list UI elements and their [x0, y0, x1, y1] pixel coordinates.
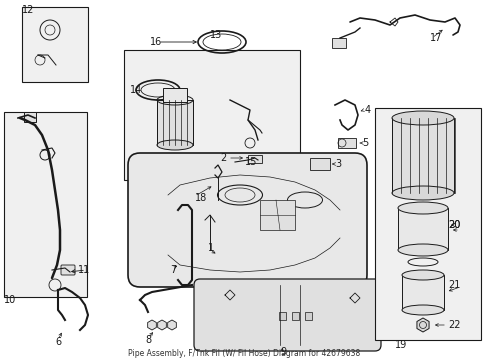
- Text: 7: 7: [170, 265, 176, 275]
- Text: 3: 3: [334, 159, 341, 169]
- Text: 21: 21: [447, 280, 459, 290]
- Ellipse shape: [391, 111, 453, 125]
- Text: 15: 15: [244, 157, 257, 167]
- Text: 22: 22: [447, 320, 460, 330]
- Ellipse shape: [397, 244, 447, 256]
- Text: 18: 18: [195, 193, 207, 203]
- Text: 20: 20: [447, 220, 459, 230]
- Bar: [24, 112, 36, 122]
- Text: 12: 12: [22, 5, 34, 15]
- Bar: [22, 7, 88, 82]
- Bar: [279, 312, 285, 320]
- Text: 6: 6: [55, 337, 61, 347]
- Ellipse shape: [401, 305, 443, 315]
- Text: 19: 19: [394, 340, 407, 350]
- Text: 16: 16: [150, 37, 162, 47]
- FancyBboxPatch shape: [194, 279, 380, 351]
- Ellipse shape: [397, 202, 447, 214]
- Bar: [305, 312, 311, 320]
- Text: 14: 14: [130, 85, 142, 95]
- Bar: [374, 108, 480, 340]
- Text: 2: 2: [220, 153, 226, 163]
- Bar: [309, 158, 329, 170]
- Text: 11: 11: [78, 265, 90, 275]
- Bar: [391, 118, 453, 193]
- Bar: [291, 312, 298, 320]
- Bar: [124, 50, 299, 180]
- Bar: [401, 275, 443, 310]
- Bar: [397, 208, 447, 250]
- Ellipse shape: [401, 270, 443, 280]
- Text: 13: 13: [209, 30, 222, 40]
- Text: 8: 8: [145, 335, 151, 345]
- Text: 9: 9: [280, 347, 285, 357]
- Bar: [331, 38, 346, 48]
- Text: 5: 5: [361, 138, 367, 148]
- Bar: [157, 100, 193, 145]
- Text: 4: 4: [364, 105, 370, 115]
- Ellipse shape: [391, 186, 453, 200]
- Bar: [337, 138, 355, 148]
- Text: 1: 1: [207, 243, 214, 253]
- Text: Pipe Assembly, F/Tnk Fil (W/ Fil Hose) Diagram for 42679638: Pipe Assembly, F/Tnk Fil (W/ Fil Hose) D…: [128, 349, 359, 358]
- FancyBboxPatch shape: [61, 265, 75, 275]
- Bar: [4, 112, 87, 297]
- FancyBboxPatch shape: [128, 153, 366, 287]
- Bar: [247, 155, 262, 163]
- Text: 20: 20: [447, 220, 459, 230]
- Bar: [260, 200, 294, 230]
- Bar: [163, 88, 186, 102]
- Text: 10: 10: [4, 295, 16, 305]
- Ellipse shape: [157, 140, 193, 150]
- Text: 17: 17: [429, 33, 442, 43]
